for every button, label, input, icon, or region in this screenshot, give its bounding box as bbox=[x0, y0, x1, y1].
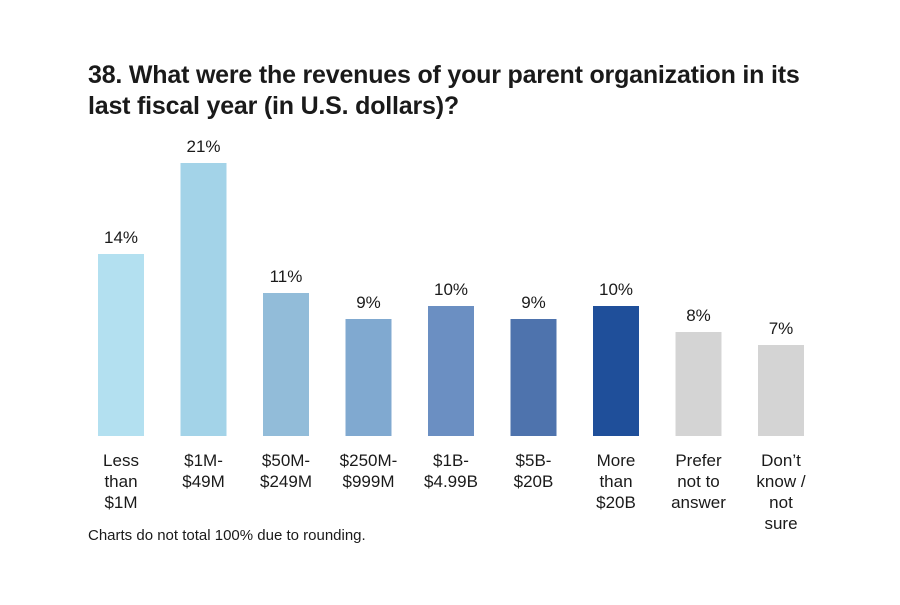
category-label-line: know / bbox=[756, 472, 805, 491]
data-label: 21% bbox=[186, 137, 220, 156]
category-label-line: $20B bbox=[596, 493, 636, 512]
category-label-line: $5B- bbox=[516, 451, 552, 470]
chart-title: 38. What were the revenues of your paren… bbox=[88, 61, 800, 120]
category-label-line: Less bbox=[103, 451, 139, 470]
bar bbox=[593, 306, 639, 436]
footnote: Charts do not total 100% due to rounding… bbox=[88, 527, 366, 544]
category-label-line: $249M bbox=[260, 472, 312, 491]
category-label-line: $999M bbox=[343, 472, 395, 491]
category-label-line: $49M bbox=[182, 472, 225, 491]
category-label: $1M- $49M bbox=[182, 451, 225, 491]
bar bbox=[98, 254, 144, 436]
category-label-line: than bbox=[104, 472, 137, 491]
category-label-line: not to bbox=[677, 472, 720, 491]
bar bbox=[345, 319, 392, 436]
data-label: 8% bbox=[686, 306, 711, 325]
category-label: More than $20B bbox=[596, 451, 636, 512]
bar bbox=[510, 319, 557, 436]
category-label-line: answer bbox=[671, 493, 726, 512]
bar bbox=[758, 345, 804, 436]
category-label-line: More bbox=[597, 451, 636, 470]
category-label-line: $1M bbox=[104, 493, 137, 512]
data-label: 11% bbox=[270, 267, 303, 286]
data-label: 7% bbox=[769, 319, 794, 338]
category-label: Don’t know / not sure bbox=[756, 451, 805, 533]
category-label-line: Prefer bbox=[675, 451, 722, 470]
category-label-line: Don’t bbox=[761, 451, 801, 470]
category-label-line: $1M- bbox=[184, 451, 223, 470]
data-label: 10% bbox=[434, 280, 468, 299]
data-label: 9% bbox=[521, 293, 546, 312]
bar bbox=[263, 293, 309, 436]
category-label-line: sure bbox=[764, 514, 797, 533]
category-label: $5B- $20B bbox=[514, 451, 554, 491]
category-label-line: $1B- bbox=[433, 451, 469, 470]
category-label: $1B- $4.99B bbox=[424, 451, 478, 491]
category-label-line: not bbox=[769, 493, 793, 512]
category-label: Prefer not to answer bbox=[671, 451, 726, 512]
category-label: $50M- $249M bbox=[260, 451, 312, 491]
bar bbox=[428, 306, 474, 436]
category-label-line: $250M- bbox=[340, 451, 398, 470]
data-label: 10% bbox=[599, 280, 633, 299]
category-label: $250M- $999M bbox=[340, 451, 398, 491]
category-label-line: than bbox=[599, 472, 632, 491]
category-label-line: $50M- bbox=[262, 451, 310, 470]
data-label: 9% bbox=[356, 293, 381, 312]
category-label: Less than $1M bbox=[103, 451, 139, 512]
bar bbox=[675, 332, 722, 436]
category-label-line: $20B bbox=[514, 472, 554, 491]
data-label: 14% bbox=[104, 228, 138, 247]
category-label-line: $4.99B bbox=[424, 472, 478, 491]
bar bbox=[180, 163, 227, 436]
